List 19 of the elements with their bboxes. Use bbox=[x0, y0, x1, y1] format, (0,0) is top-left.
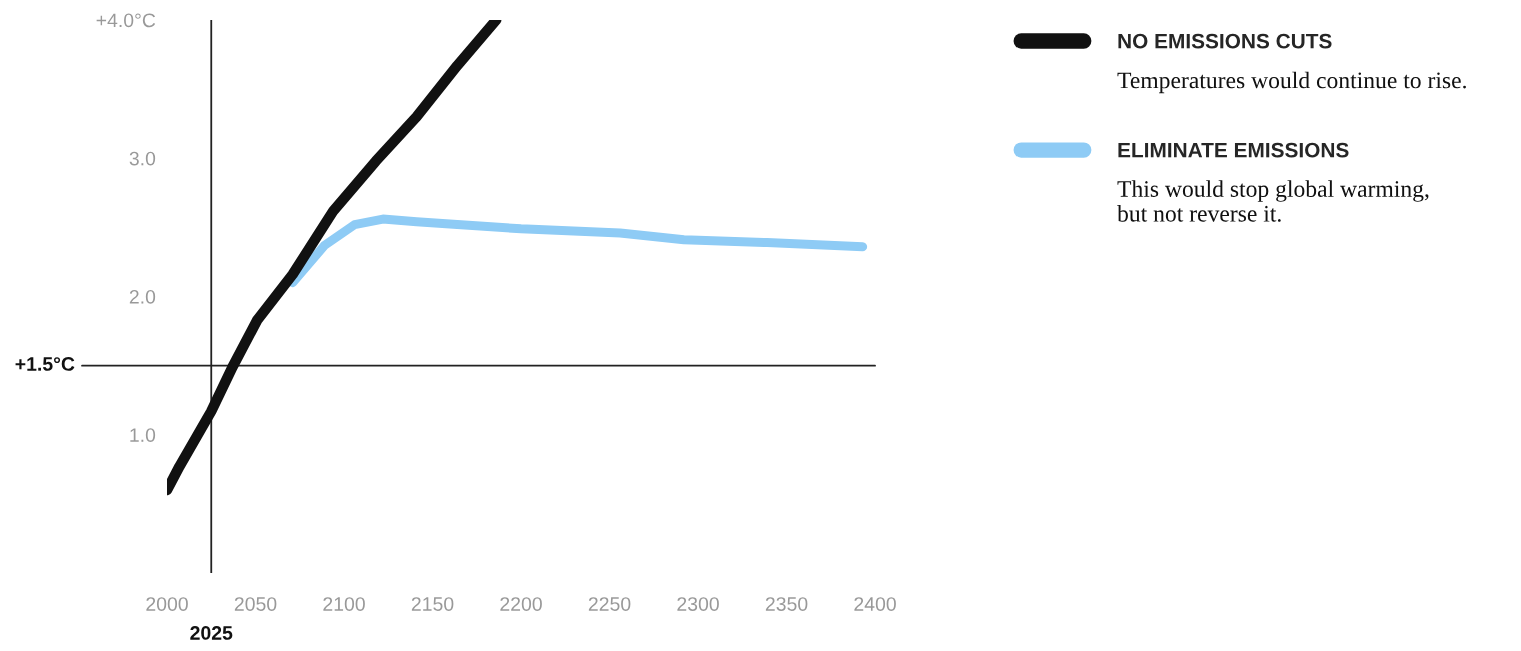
x-tick-label: 2100 bbox=[323, 597, 365, 611]
y-tick-label: 2.0 bbox=[129, 289, 156, 304]
x-tick-label: 2350 bbox=[765, 597, 808, 611]
x-tick-label: 2050 bbox=[234, 597, 277, 611]
x-tick-label: 2300 bbox=[677, 597, 719, 611]
legend-label: NO EMISSIONS CUTS bbox=[1118, 33, 1332, 49]
x-tick-label: 2000 bbox=[146, 597, 188, 611]
x-tick-label: 2400 bbox=[854, 597, 896, 611]
y-tick-label: 1.0 bbox=[130, 428, 156, 442]
text: Temperatures would continue to rise. bbox=[1117, 71, 1466, 94]
x-tick-label: 2200 bbox=[500, 597, 542, 611]
y-tick-label: 3.0 bbox=[129, 151, 156, 166]
ref-line-label: +1.5°C bbox=[15, 357, 75, 371]
y-tick-label: +4.0°C bbox=[96, 13, 156, 28]
x-tick-label: 2150 bbox=[411, 597, 454, 611]
legend-label: ELIMINATE EMISSIONS bbox=[1118, 142, 1349, 158]
text: This would stop global warming, but not reverse it. bbox=[1117, 180, 1429, 222]
ref-line-label: 2025 bbox=[190, 626, 233, 640]
x-tick-label: 2250 bbox=[588, 597, 631, 611]
